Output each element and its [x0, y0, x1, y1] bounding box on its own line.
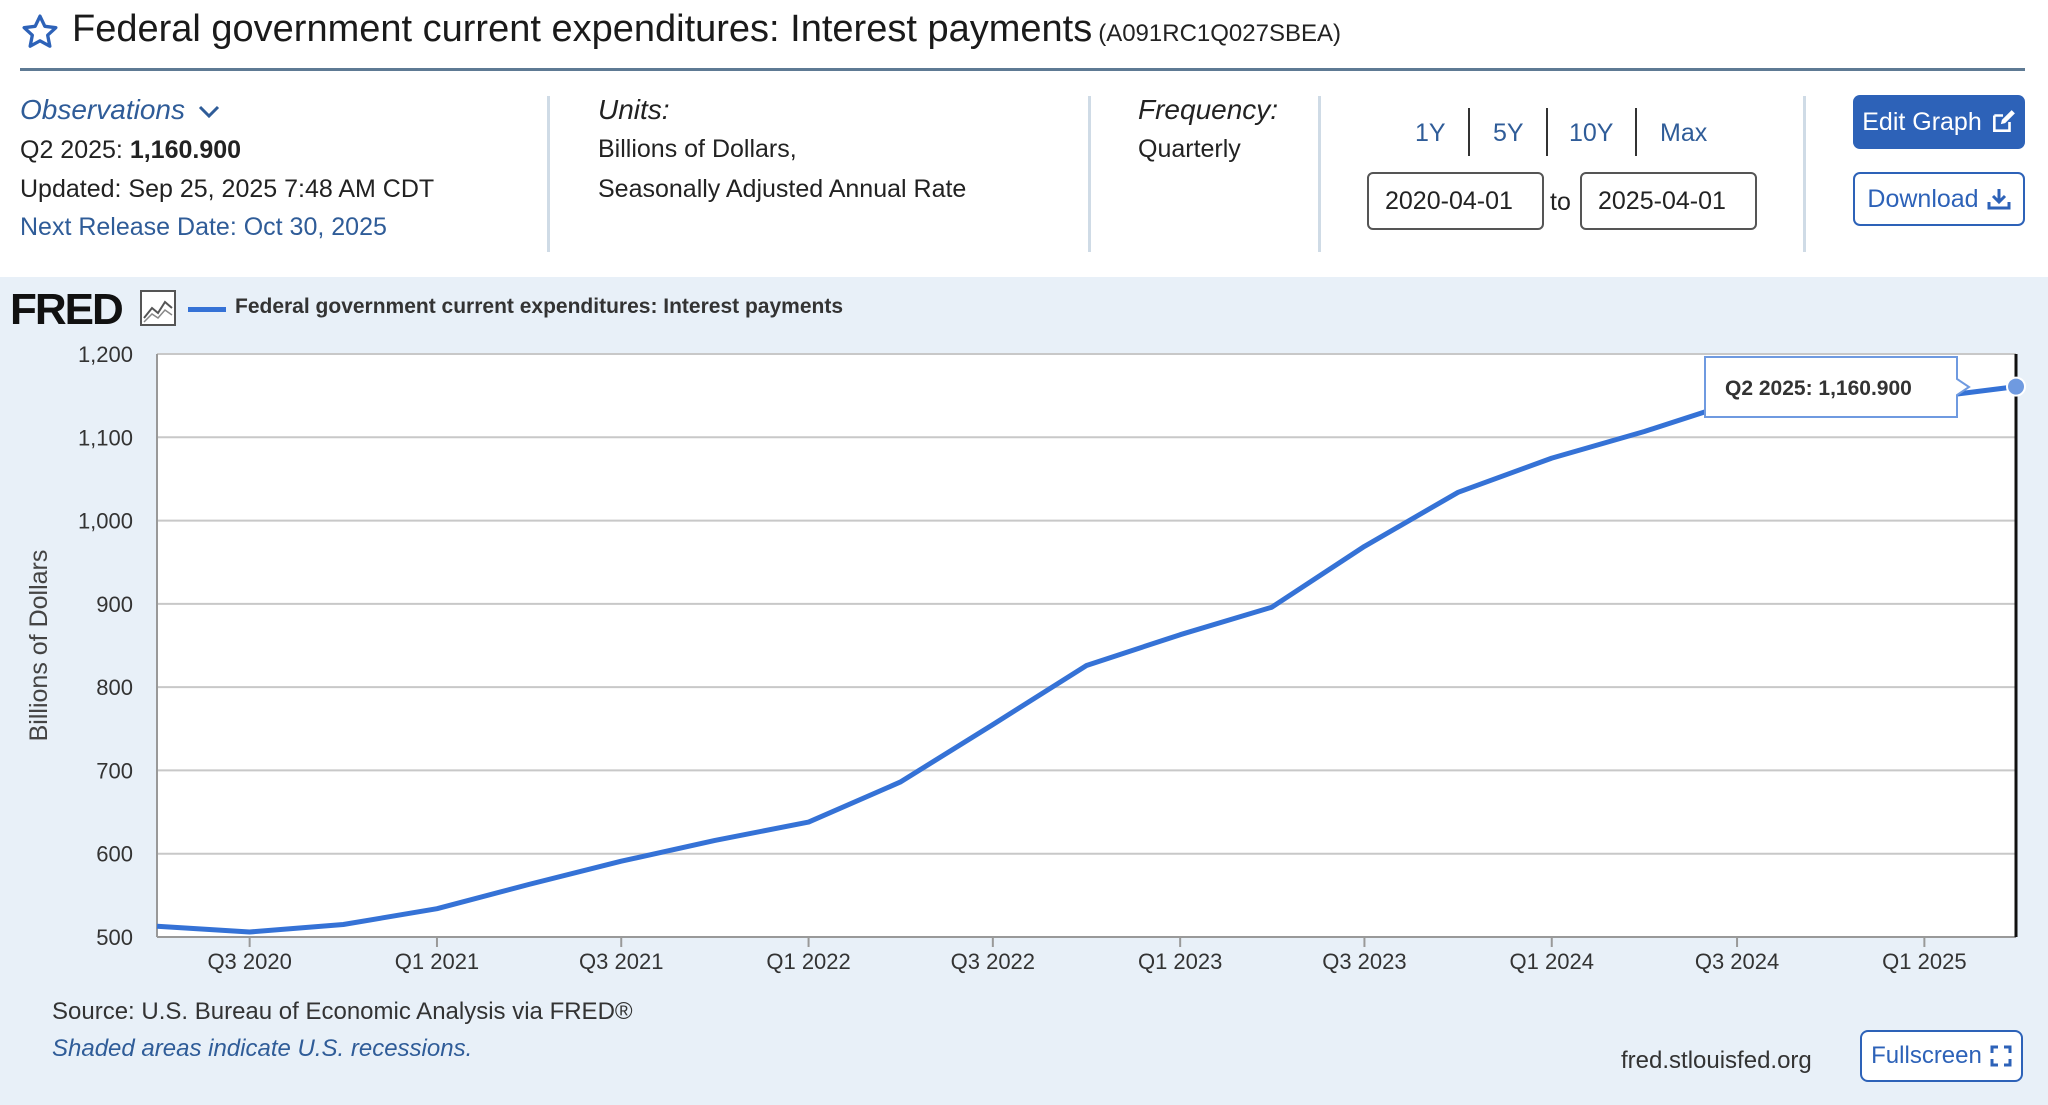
- range-separator: [1635, 108, 1637, 156]
- x-tick-label: Q1 2025: [1882, 949, 1966, 974]
- units-value-line1: Billions of Dollars,: [598, 135, 797, 163]
- fred-logo: FRED: [10, 285, 124, 334]
- x-tick-label: Q1 2021: [395, 949, 479, 974]
- y-tick-label: 900: [96, 592, 133, 617]
- date-to-label: to: [1550, 188, 1571, 216]
- range-separator: [1468, 108, 1470, 156]
- fullscreen-button[interactable]: Fullscreen: [1860, 1030, 2023, 1082]
- tooltip-period: Q2 2025:: [1725, 377, 1818, 400]
- fullscreen-icon: [1990, 1045, 2012, 1067]
- y-tick-label: 600: [96, 842, 133, 867]
- units-value-line2: Seasonally Adjusted Annual Rate: [598, 175, 967, 203]
- range-separator: [1546, 108, 1548, 156]
- legend-swatch: [188, 307, 226, 312]
- frequency-value: Quarterly: [1138, 135, 1241, 163]
- edit-graph-button[interactable]: Edit Graph: [1853, 95, 2025, 149]
- tooltip-box: [1704, 356, 1971, 418]
- recession-note: Shaded areas indicate U.S. recessions.: [52, 1035, 473, 1062]
- line-chart[interactable]: 500 600 700 800 900 1,000 1,100 1,200 Q3 2020 Q1 …: [0, 330, 2048, 980]
- x-tick-label: Q1 2024: [1510, 949, 1594, 974]
- start-date-input[interactable]: [1367, 172, 1544, 230]
- observations-label: Observations: [20, 94, 185, 125]
- range-5y-button[interactable]: 5Y: [1493, 119, 1524, 147]
- fullscreen-label: Fullscreen: [1871, 1042, 1982, 1069]
- x-tick-label: Q3 2024: [1695, 949, 1779, 974]
- chevron-down-icon: [198, 105, 219, 118]
- divider: [1803, 96, 1806, 252]
- frequency-label: Frequency:: [1138, 94, 1279, 125]
- y-tick-label: 800: [96, 675, 133, 700]
- x-tick-label: Q3 2021: [579, 949, 663, 974]
- download-icon: [1987, 189, 2011, 210]
- range-1y-button[interactable]: 1Y: [1415, 119, 1446, 147]
- legend-label: Federal government current expenditures:…: [235, 295, 844, 318]
- y-axis-title: Billions of Dollars: [25, 550, 53, 742]
- data-point-marker: [2006, 376, 2026, 397]
- site-url[interactable]: fred.stlouisfed.org: [1621, 1047, 1812, 1074]
- edit-graph-label: Edit Graph: [1862, 107, 1982, 136]
- end-date-input[interactable]: [1580, 172, 1757, 230]
- y-tick-label: 1,000: [78, 509, 133, 534]
- tooltip-text: Q2 2025: 1,160.900: [1725, 377, 1912, 400]
- download-button[interactable]: Download: [1853, 172, 2025, 226]
- series-id: (A091RC1Q027SBEA): [1098, 20, 1341, 47]
- title-divider: [20, 68, 2025, 71]
- units-label: Units:: [598, 94, 670, 125]
- download-label: Download: [1867, 184, 1979, 213]
- next-release-link[interactable]: Next Release Date: Oct 30, 2025: [20, 213, 387, 241]
- y-tick-label: 1,100: [78, 425, 133, 450]
- observations-toggle[interactable]: Observations: [20, 94, 221, 126]
- latest-value: 1,160.900: [129, 136, 242, 164]
- latest-observation: Q2 2025: 1,160.900: [20, 136, 241, 165]
- latest-period: Q2 2025:: [20, 136, 123, 164]
- range-max-button[interactable]: Max: [1660, 119, 1708, 147]
- divider: [547, 96, 550, 252]
- edit-icon: [1992, 110, 2015, 132]
- divider: [1088, 96, 1091, 252]
- y-tick-label: 700: [96, 758, 133, 783]
- page-title: Federal government current expenditures:…: [72, 8, 1341, 51]
- star-icon[interactable]: [20, 12, 60, 52]
- y-tick-label: 1,200: [78, 342, 133, 367]
- series-title-text: Federal government current expenditures:…: [72, 8, 1093, 50]
- divider: [1318, 96, 1321, 252]
- updated-text: Updated: Sep 25, 2025 7:48 AM CDT: [20, 175, 435, 203]
- plot-area: [157, 354, 2016, 937]
- fred-graph-icon: [140, 290, 176, 326]
- x-tick-label: Q3 2022: [951, 949, 1035, 974]
- range-10y-button[interactable]: 10Y: [1569, 119, 1614, 147]
- y-tick-label: 500: [96, 925, 133, 950]
- x-tick-label: Q3 2023: [1322, 949, 1406, 974]
- x-tick-label: Q3 2020: [207, 949, 291, 974]
- source-text: Source: U.S. Bureau of Economic Analysis…: [52, 998, 633, 1025]
- x-tick-label: Q1 2022: [766, 949, 850, 974]
- x-tick-label: Q1 2023: [1138, 949, 1222, 974]
- tooltip-value: 1,160.900: [1818, 377, 1911, 400]
